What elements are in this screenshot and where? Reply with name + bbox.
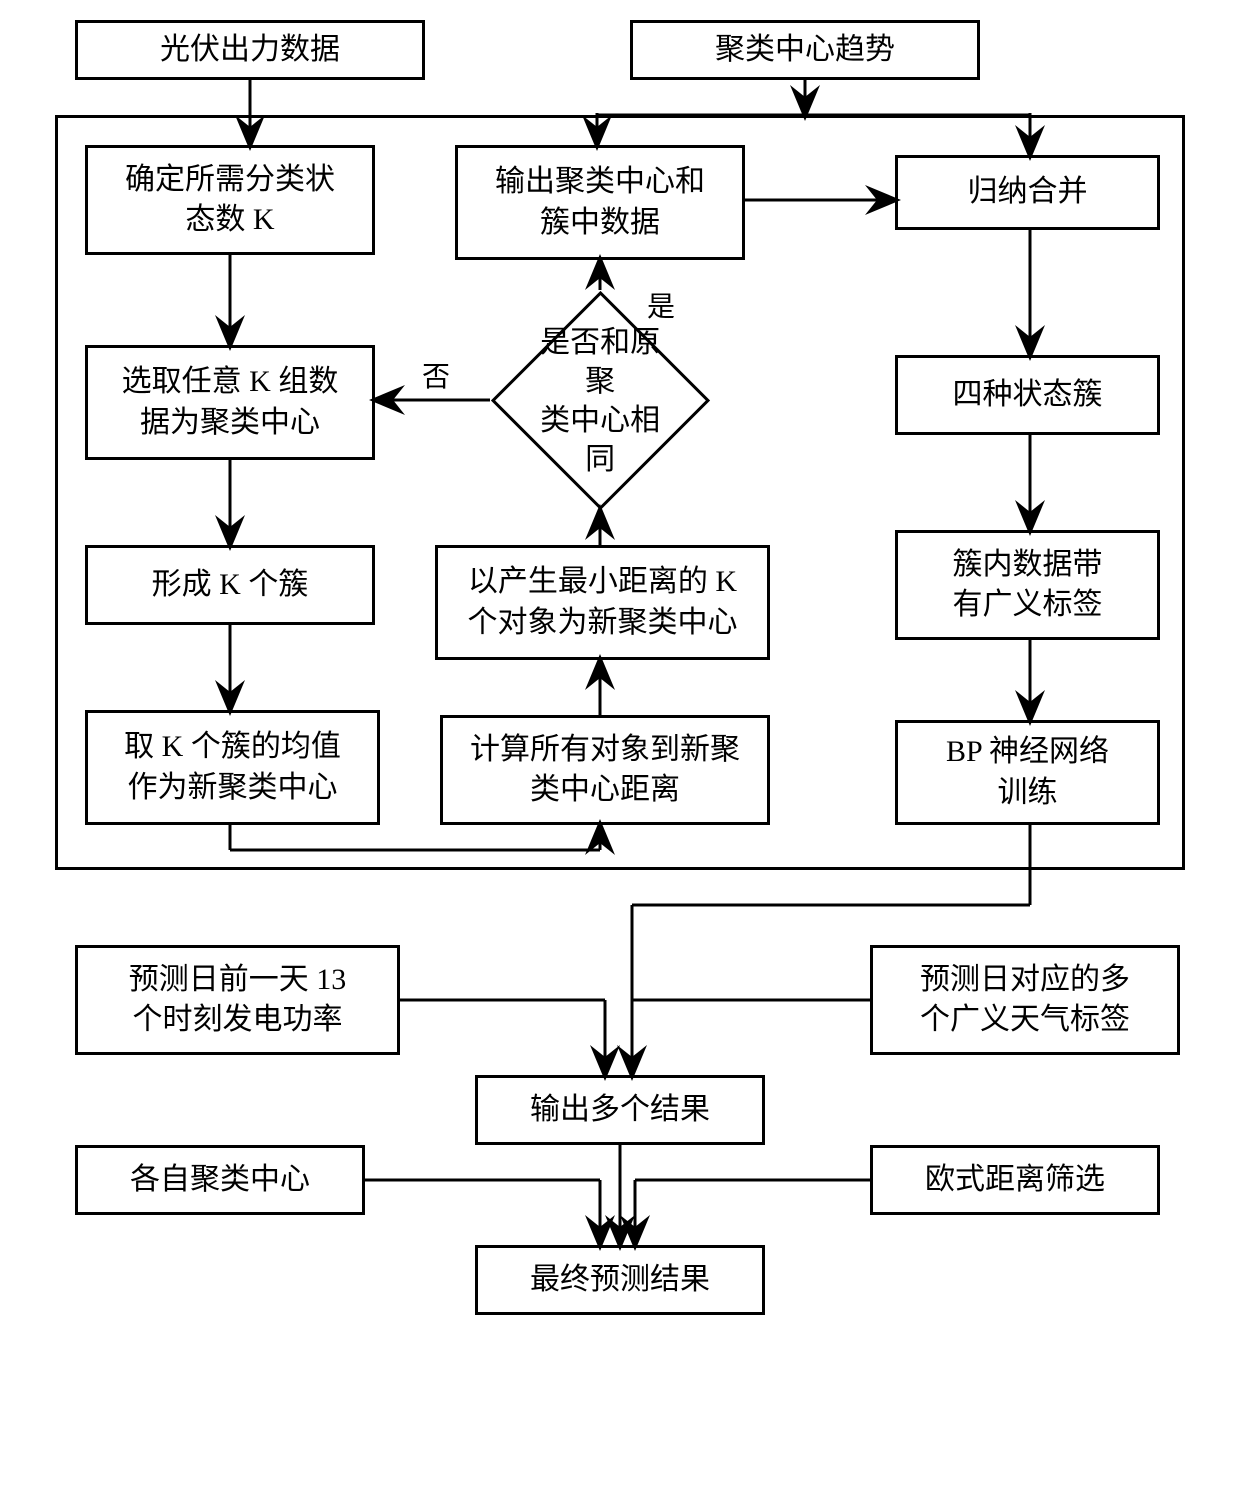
node-calc-distance: 计算所有对象到新聚 类中心距离: [440, 715, 770, 825]
label: 最终预测结果: [530, 1260, 710, 1301]
label: 输出聚类中心和 簇中数据: [495, 162, 705, 243]
node-bp-train: BP 神经网络 训练: [895, 720, 1160, 825]
label: 计算所有对象到新聚 类中心距离: [470, 730, 740, 811]
node-merge: 归纳合并: [895, 155, 1160, 230]
node-final-result: 最终预测结果: [475, 1245, 765, 1315]
label: 各自聚类中心: [130, 1160, 310, 1201]
node-multi-results: 输出多个结果: [475, 1075, 765, 1145]
node-labels: 簇内数据带 有广义标签: [895, 530, 1160, 640]
label: 选取任意 K 组数 据为聚类中心: [122, 362, 339, 443]
label: 取 K 个簇的均值 作为新聚类中心: [124, 727, 341, 808]
node-form-clusters: 形成 K 个簇: [85, 545, 375, 625]
label: 四种状态簇: [953, 375, 1103, 416]
label: 聚类中心趋势: [715, 30, 895, 71]
label: 否: [422, 362, 450, 393]
node-cluster-trend: 聚类中心趋势: [630, 20, 980, 80]
label: 归纳合并: [968, 172, 1088, 213]
node-prev-day-power: 预测日前一天 13 个时刻发电功率: [75, 945, 400, 1055]
label: 形成 K 个簇: [152, 565, 309, 606]
label: BP 神经网络 训练: [946, 732, 1109, 813]
label: 簇内数据带 有广义标签: [953, 545, 1103, 626]
node-select-k: 选取任意 K 组数 据为聚类中心: [85, 345, 375, 460]
label: 欧式距离筛选: [925, 1160, 1105, 1201]
label: 是否和原聚 类中心相同: [526, 322, 675, 478]
label: 光伏出力数据: [160, 30, 340, 71]
edge-label-yes: 是: [645, 285, 677, 325]
node-new-centers: 以产生最小距离的 K 个对象为新聚类中心: [435, 545, 770, 660]
node-weather-labels: 预测日对应的多 个广义天气标签: [870, 945, 1180, 1055]
edge-label-no: 否: [420, 355, 452, 395]
node-own-centers: 各自聚类中心: [75, 1145, 365, 1215]
label: 确定所需分类状 态数 K: [125, 160, 335, 241]
node-euclid-filter: 欧式距离筛选: [870, 1145, 1160, 1215]
node-output-centers: 输出聚类中心和 簇中数据: [455, 145, 745, 260]
label: 是: [647, 292, 675, 323]
label: 预测日前一天 13 个时刻发电功率: [129, 960, 347, 1041]
label: 预测日对应的多 个广义天气标签: [920, 960, 1130, 1041]
node-determine-k: 确定所需分类状 态数 K: [85, 145, 375, 255]
node-mean-centers: 取 K 个簇的均值 作为新聚类中心: [85, 710, 380, 825]
label: 以产生最小距离的 K 个对象为新聚类中心: [468, 562, 738, 643]
label: 输出多个结果: [530, 1090, 710, 1131]
node-four-clusters: 四种状态簇: [895, 355, 1160, 435]
node-pv-data: 光伏出力数据: [75, 20, 425, 80]
